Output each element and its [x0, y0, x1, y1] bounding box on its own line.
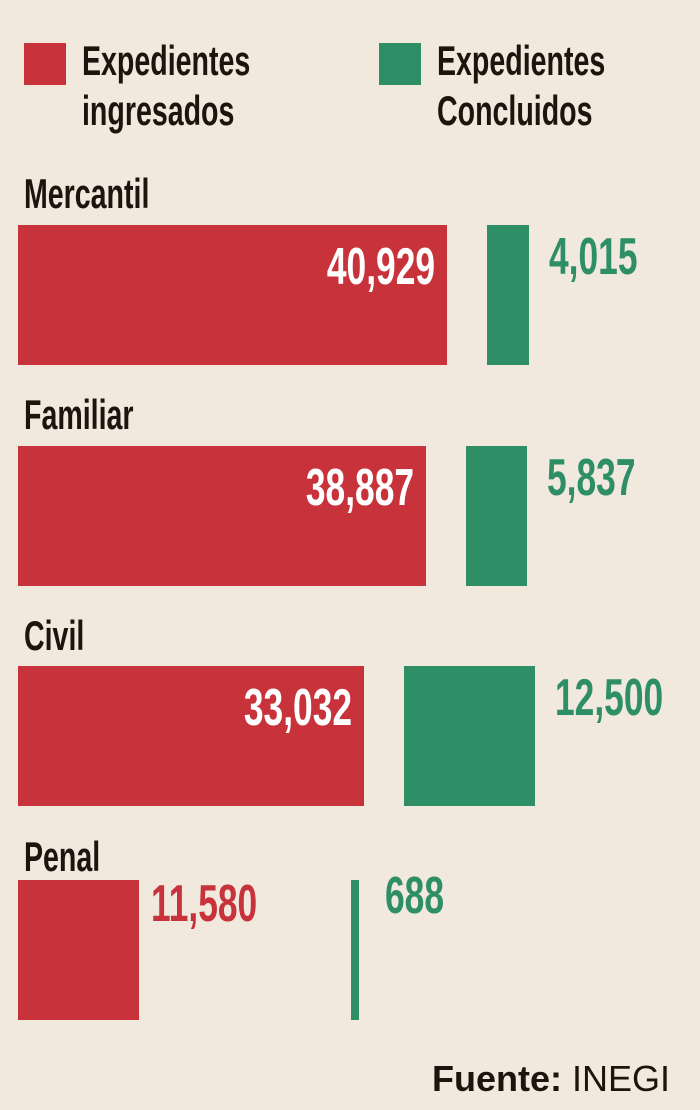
- legend-label-concluidos: Expedientes Concluidos: [437, 36, 684, 136]
- category-label: Mercantil: [24, 170, 150, 217]
- legend-swatch-ingresados: [24, 43, 66, 85]
- value-ingresados-penal: 11,580: [151, 876, 307, 932]
- bar-ingresados-penal: [18, 880, 140, 1020]
- bar-concluidos-mercantil: [487, 225, 530, 365]
- bar-ingresados-civil: [18, 666, 365, 806]
- legend-line: Expedientes: [82, 37, 251, 84]
- value-label: 40,929: [326, 238, 435, 296]
- source-value: INEGI: [571, 1058, 670, 1099]
- bar-ingresados-mercantil: [18, 225, 447, 365]
- legend-swatch-concluidos: [379, 43, 421, 85]
- category-civil: Civil: [24, 614, 113, 658]
- bar-ingresados-familiar: [18, 446, 426, 586]
- bar-concluidos-familiar: [465, 446, 527, 586]
- legend-line: Concluidos: [437, 87, 593, 134]
- value-label: 5,837: [546, 449, 636, 507]
- category-mercantil: Mercantil: [24, 172, 208, 216]
- category-label: Familiar: [24, 391, 134, 438]
- source-label: Fuente:: [431, 1058, 562, 1099]
- value-concluidos-penal: 688: [385, 868, 472, 924]
- value-label: 38,887: [305, 459, 414, 517]
- value-ingresados-mercantil: 40,929: [276, 239, 435, 295]
- legend-line: Expedientes: [437, 37, 606, 84]
- category-label: Penal: [24, 833, 101, 880]
- source-note: Fuente: INEGI: [432, 1058, 670, 1100]
- legend-label-ingresados: Expedientes ingresados: [82, 36, 329, 136]
- category-penal: Penal: [24, 835, 136, 879]
- value-label: 4,015: [549, 228, 638, 286]
- category-familiar: Familiar: [24, 393, 185, 437]
- value-label: 12,500: [555, 669, 664, 727]
- value-concluidos-civil: 12,500: [555, 670, 700, 726]
- category-label: Civil: [24, 612, 85, 659]
- value-ingresados-civil: 33,032: [193, 680, 352, 736]
- legend-line: ingresados: [82, 87, 235, 134]
- bar-concluidos-penal: [351, 880, 359, 1020]
- bar-concluidos-civil: [404, 666, 536, 806]
- value-concluidos-familiar: 5,837: [547, 450, 677, 506]
- value-ingresados-familiar: 38,887: [255, 459, 414, 517]
- value-label: 33,032: [244, 679, 353, 737]
- value-label: 11,580: [151, 875, 258, 933]
- value-concluidos-mercantil: 4,015: [549, 229, 679, 285]
- value-label: 688: [384, 867, 444, 925]
